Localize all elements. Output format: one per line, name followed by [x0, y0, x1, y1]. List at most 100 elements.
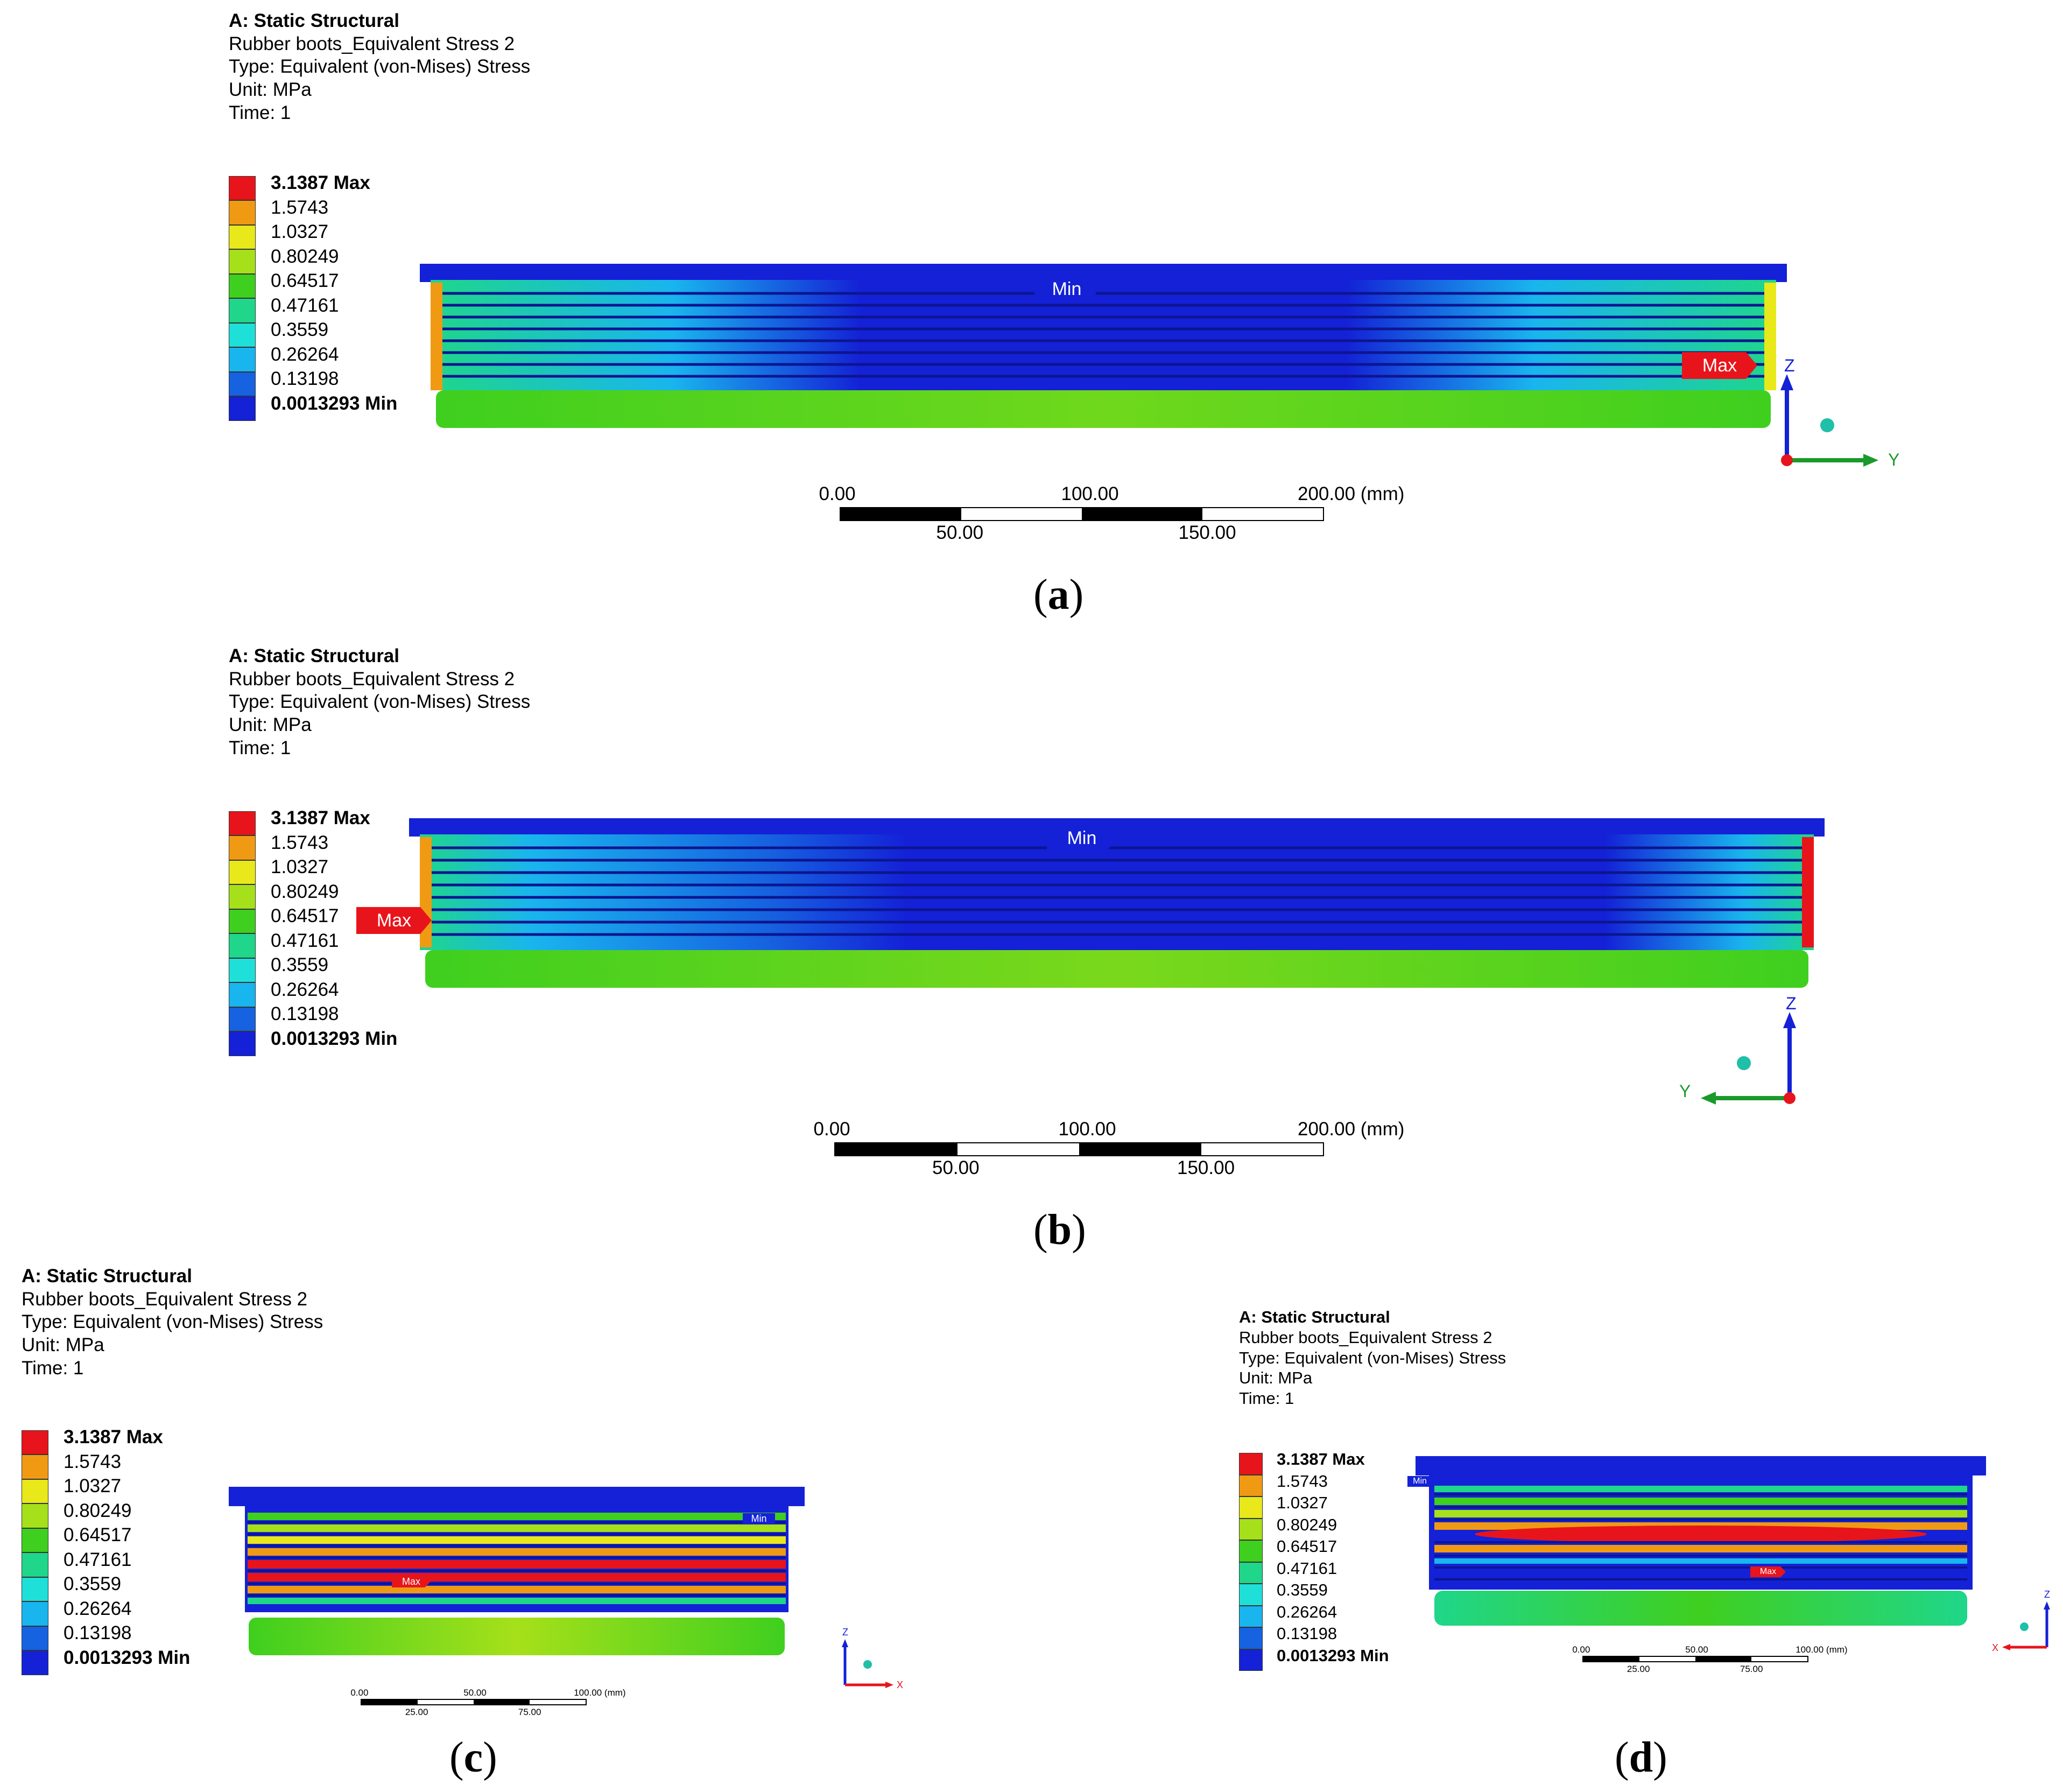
legend-swatch — [229, 200, 256, 225]
scale-label: 100.00 — [1061, 483, 1119, 504]
scale-bar-graphic — [361, 1699, 587, 1705]
legend-label: 0.80249 — [271, 881, 339, 902]
scale-label: 200.00 (mm) — [1298, 1119, 1405, 1140]
legend-swatch — [229, 1007, 256, 1032]
scale-label: 150.00 — [1177, 1157, 1235, 1178]
legend-swatch — [22, 1552, 48, 1577]
legend-swatch — [1239, 1518, 1263, 1541]
legend-swatch — [229, 933, 256, 958]
legend-swatch — [229, 884, 256, 909]
legend-swatch — [229, 347, 256, 372]
legend-label: 0.13198 — [271, 1003, 339, 1024]
legend-swatch — [229, 835, 256, 860]
min-probe: Min — [743, 1513, 775, 1524]
legend-label: 0.80249 — [1277, 1515, 1337, 1534]
legend-label: 0.3559 — [271, 954, 329, 975]
caption-a: (a) — [1033, 571, 1084, 619]
legend-label: 0.64517 — [271, 270, 339, 291]
analysis-title: A: Static Structural — [229, 645, 399, 666]
boot-base — [249, 1618, 785, 1655]
analysis-title: A: Static Structural — [229, 10, 399, 31]
legend-label: 0.13198 — [64, 1622, 132, 1643]
legend-swatch — [1239, 1584, 1263, 1606]
legend-swatch — [229, 322, 256, 348]
legend-swatch — [1239, 1562, 1263, 1584]
result-type: Type: Equivalent (von-Mises) Stress — [22, 1311, 323, 1333]
legend-swatch — [229, 371, 256, 397]
z-axis-label: Z — [842, 1627, 848, 1638]
legend-swatch — [22, 1503, 48, 1528]
panel-d: A: Static Structural Rubber boots_Equiva… — [1216, 1265, 2063, 1792]
boot-base — [436, 390, 1771, 428]
x-axis-label: X — [897, 1679, 903, 1690]
caption-c: (c) — [449, 1734, 497, 1781]
axis-triad: Z Y — [1780, 356, 1899, 469]
max-probe: Max — [1750, 1566, 1786, 1577]
scale-bar: 0.00 50.00 100.00 (mm) 25.00 75.00 — [350, 1688, 625, 1717]
legend-label: 0.3559 — [1277, 1580, 1328, 1599]
result-unit: Unit: MPa — [229, 714, 312, 736]
boot-folds — [1434, 1493, 1967, 1580]
legend-swatch — [229, 298, 256, 323]
boot-folds — [423, 846, 1811, 936]
result-name: Rubber boots_Equivalent Stress 2 — [229, 668, 515, 690]
result-header: A: Static Structural Rubber boots_Equiva… — [22, 1265, 323, 1380]
legend-swatch — [1239, 1605, 1263, 1628]
scale-label: 50.00 — [1685, 1645, 1708, 1655]
legend-label: 0.3559 — [64, 1573, 122, 1594]
contour-legend: 3.1387 Max 1.5743 1.0327 0.80249 0.64517 0.47… — [1239, 1451, 1444, 1671]
boot-body — [431, 280, 1776, 390]
legend-label: 1.5743 — [271, 832, 329, 853]
legend-swatch — [22, 1650, 48, 1675]
scale-label: 0.00 — [819, 483, 856, 504]
legend-swatch — [229, 224, 256, 250]
legend-label: 0.64517 — [64, 1524, 132, 1545]
caption-b: (b) — [1033, 1206, 1086, 1254]
boot-flange — [229, 1487, 805, 1506]
legend-label: 1.0327 — [64, 1475, 122, 1496]
contour-legend: 3.1387 Max 1.5743 1.0327 0.80249 0.64517 0.47… — [229, 809, 444, 1056]
contour-legend: 3.1387 Max 1.5743 1.0327 0.80249 0.64517 0.47… — [229, 173, 444, 421]
result-unit: Unit: MPa — [1239, 1368, 1313, 1388]
result-unit: Unit: MPa — [22, 1334, 104, 1356]
scale-label: 50.00 — [932, 1157, 980, 1178]
result-header: A: Static Structural Rubber boots_Equiva… — [1239, 1307, 1506, 1409]
boot-edge-right — [1802, 837, 1814, 947]
scale-label: 100.00 (mm) — [574, 1688, 626, 1698]
legend-label: 0.0013293 Min — [64, 1647, 191, 1668]
legend-label: 0.0013293 Min — [271, 392, 398, 414]
legend-swatch — [22, 1528, 48, 1553]
scale-bar-graphic — [840, 507, 1324, 521]
result-type: Type: Equivalent (von-Mises) Stress — [1239, 1348, 1506, 1367]
z-axis-label: Z — [1784, 356, 1795, 375]
panel-c: A: Static Structural Rubber boots_Equiva… — [0, 1265, 1031, 1792]
scale-label: 0.00 — [1572, 1645, 1590, 1655]
legend-label: 0.47161 — [1277, 1558, 1337, 1578]
boot-edge-left — [431, 283, 442, 390]
legend-label: 3.1387 Max — [64, 1426, 163, 1447]
scale-bar: 0.00 100.00 200.00 (mm) 50.00 150.00 — [819, 483, 1405, 544]
result-header: A: Static Structural Rubber boots_Equiva… — [229, 645, 530, 760]
scale-label: 25.00 — [405, 1707, 428, 1717]
legend-swatch — [229, 175, 256, 201]
boot-model — [1416, 1456, 1986, 1626]
legend-label: 0.47161 — [271, 930, 339, 951]
legend-swatch — [229, 909, 256, 934]
legend-swatch — [22, 1454, 48, 1479]
legend-label: 0.80249 — [64, 1500, 132, 1521]
legend-label: 0.13198 — [1277, 1624, 1337, 1643]
legend-swatch — [22, 1430, 48, 1455]
legend-swatch — [1239, 1474, 1263, 1497]
boot-edge-right — [1764, 283, 1776, 390]
y-axis-label: Y — [1888, 450, 1899, 469]
legend-label: 0.47161 — [271, 294, 339, 316]
scale-label: 0.00 — [813, 1119, 850, 1140]
legend-swatch — [229, 249, 256, 274]
legend-label: 0.47161 — [64, 1549, 132, 1570]
boot-folds — [433, 292, 1773, 378]
legend-label: 0.64517 — [1277, 1537, 1337, 1556]
z-axis-label: Z — [2044, 1589, 2050, 1600]
legend-label: 0.0013293 Min — [1277, 1646, 1389, 1665]
legend-label: 1.5743 — [64, 1451, 122, 1472]
legend-swatch — [1239, 1627, 1263, 1649]
